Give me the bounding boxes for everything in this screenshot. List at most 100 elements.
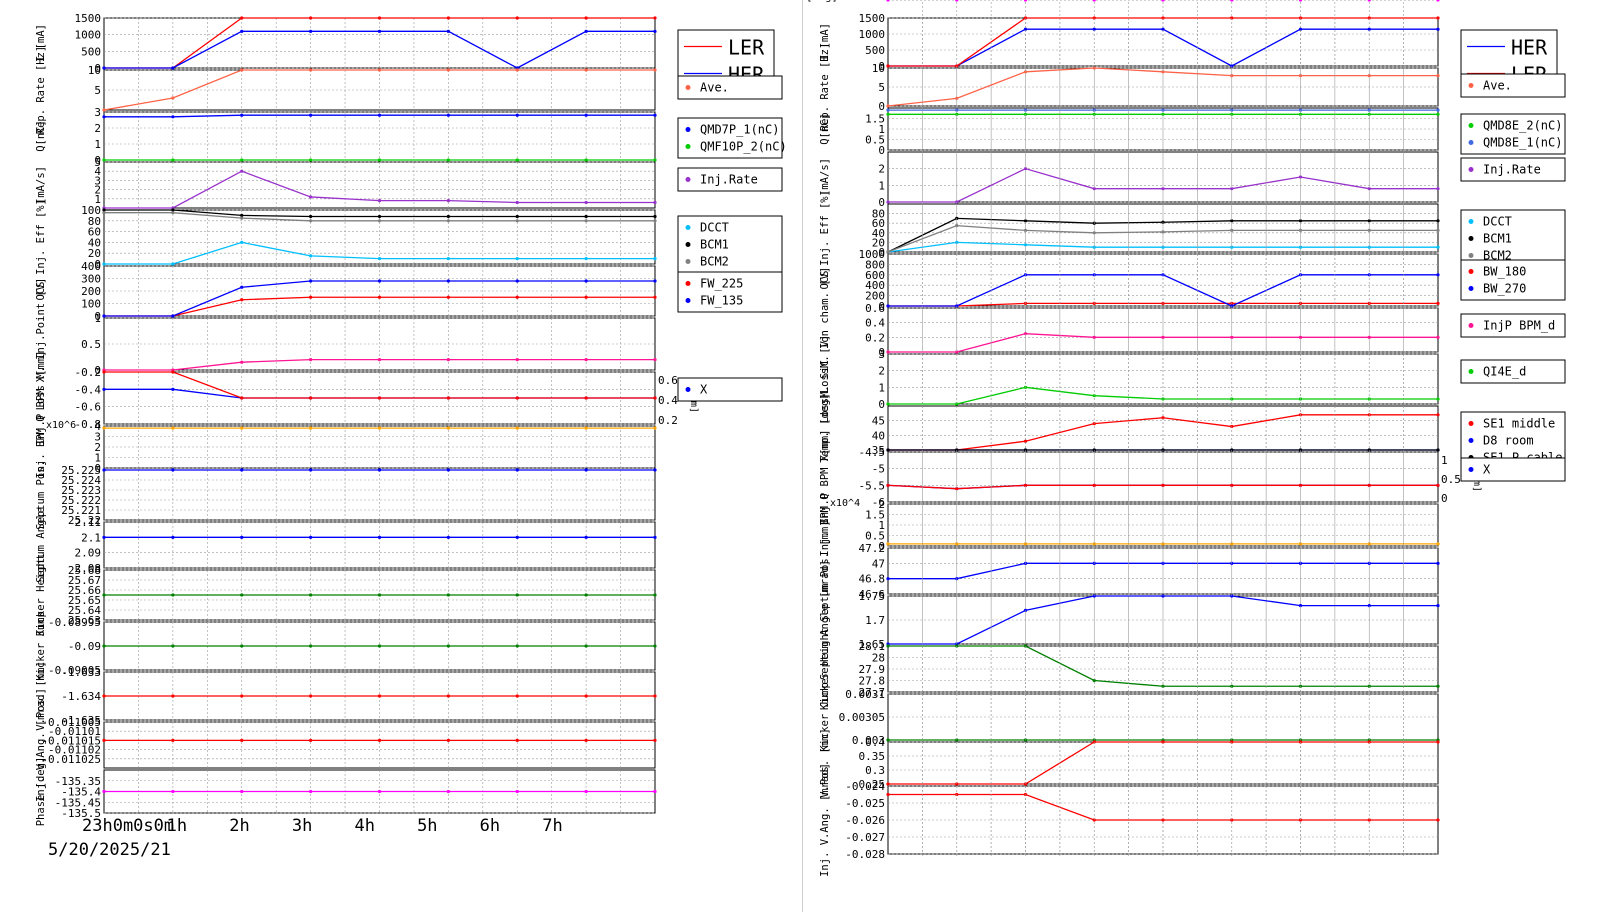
panel-15: -135.35-135.4-135.45-135.5 Phase [deg] xyxy=(35,757,657,826)
data-point xyxy=(309,214,313,219)
data-point xyxy=(515,113,519,117)
tick-label: 2 xyxy=(878,365,885,378)
data-point xyxy=(653,29,657,33)
legend-label: BCM2 xyxy=(1483,249,1512,263)
data-point xyxy=(377,468,382,472)
data-point xyxy=(240,789,244,794)
legend-label: QMD7P_1(nC) xyxy=(700,123,779,137)
data-point xyxy=(515,694,519,698)
data-point xyxy=(584,295,588,299)
data-point xyxy=(240,216,244,220)
data-point xyxy=(653,113,657,117)
data-point xyxy=(102,66,106,70)
tick-label: 0 xyxy=(878,100,885,113)
data-point xyxy=(1023,483,1028,487)
data-point xyxy=(584,219,588,223)
data-point xyxy=(1230,0,1234,2)
axis-label: Loss M. Inj.Point [V] xyxy=(35,278,47,411)
tick-label: 0 xyxy=(878,196,885,209)
data-point xyxy=(955,0,959,2)
tick-label: 3 xyxy=(94,174,101,187)
tick-label: -135.4 xyxy=(61,786,101,799)
data-point xyxy=(584,396,588,400)
data-point xyxy=(515,68,519,72)
data-point xyxy=(1367,187,1371,191)
tick-label: 100 xyxy=(81,298,101,311)
tick-label: 400 xyxy=(865,279,885,292)
tick-label-y2: 0.5 xyxy=(1441,473,1461,486)
tick-label: 1000 xyxy=(859,248,886,261)
data-point xyxy=(102,535,106,539)
data-point xyxy=(1298,16,1303,20)
data-point xyxy=(653,694,657,698)
legend: BW_180 BW_270 xyxy=(1460,259,1566,301)
data-point xyxy=(1436,16,1440,20)
time-tick-label: 6h xyxy=(480,816,500,836)
legend: DCCT BCM1 BCM2 xyxy=(677,215,783,274)
legend-frame xyxy=(677,117,783,159)
axis-label: Septum Pos. [mm] xyxy=(819,520,831,621)
legend-swatch xyxy=(1468,323,1474,328)
data-point xyxy=(1436,740,1440,744)
tick-label: 1.5 xyxy=(865,509,885,522)
data-point xyxy=(240,29,244,33)
panel-6: 0 0.20.4 0.6 LossM. Ion cham. [V] xyxy=(819,267,1440,393)
data-point xyxy=(955,200,959,204)
tick-label: 300 xyxy=(81,273,101,286)
tick-label: 0.3 xyxy=(865,764,885,777)
data-point xyxy=(653,214,657,219)
axis-label: I [mA] xyxy=(35,24,47,62)
legend-label: DCCT xyxy=(700,221,729,235)
data-point xyxy=(309,68,313,72)
tick-label: 25.222 xyxy=(61,494,101,507)
data-point xyxy=(1161,27,1165,31)
tick-label: 400 xyxy=(81,260,101,273)
legend-label: BCM2 xyxy=(700,255,729,269)
data-point xyxy=(309,279,313,283)
data-point xyxy=(1436,818,1440,822)
tick-label: 10 xyxy=(88,64,101,77)
panel-0: 0 500 1000 1500 I [mA] xyxy=(35,12,657,75)
data-point xyxy=(1436,561,1440,565)
legend-label: HER xyxy=(1511,36,1548,60)
legend-label: Inj.Rate xyxy=(700,173,758,187)
legend-label: Ave. xyxy=(700,81,729,95)
data-point xyxy=(309,16,313,20)
data-point xyxy=(1367,483,1371,487)
data-point xyxy=(446,257,450,261)
data-point xyxy=(653,593,657,597)
data-point xyxy=(515,468,519,472)
tick-label: 60 xyxy=(88,226,101,239)
legend-label: FW_225 xyxy=(700,277,743,291)
data-point xyxy=(515,16,519,20)
legend-swatch xyxy=(685,387,691,392)
tick-label-y2: 1 xyxy=(1441,454,1448,467)
tick-label: -0.024 xyxy=(845,780,885,793)
legend-label: QMD8E_2(nC) xyxy=(1483,119,1562,133)
tick-label: 60 xyxy=(872,217,885,230)
data-point xyxy=(309,254,313,258)
legend: FW_225 FW_135 xyxy=(677,271,783,313)
time-tick-label: 4h xyxy=(354,816,374,836)
data-point xyxy=(1436,273,1440,277)
tick-label: -1.633 xyxy=(61,666,101,679)
data-point xyxy=(102,115,106,119)
data-point xyxy=(1092,678,1096,683)
tick-label: 0 xyxy=(94,364,101,377)
data-point xyxy=(309,789,313,794)
legend-frame xyxy=(677,75,783,100)
data-point xyxy=(1436,187,1440,191)
tick-label: 0.003 xyxy=(852,734,885,747)
data-point xyxy=(1230,304,1234,308)
data-point xyxy=(886,577,890,581)
data-point xyxy=(1023,27,1028,31)
time-tick-label: 6h xyxy=(1263,0,1283,5)
